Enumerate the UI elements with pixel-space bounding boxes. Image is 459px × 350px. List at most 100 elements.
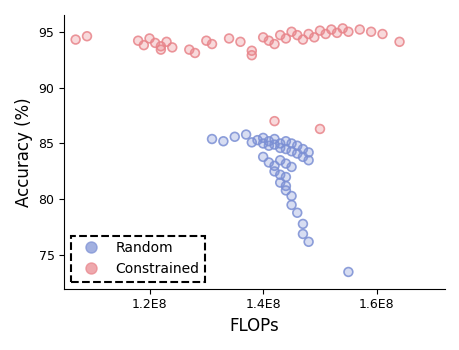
Point [282, 139, 289, 144]
Point [247, 48, 255, 54]
Point [299, 146, 306, 152]
Point [83, 34, 90, 39]
Point [242, 132, 249, 137]
Point [316, 126, 323, 132]
Point [293, 143, 300, 148]
Point [208, 136, 215, 142]
Point [162, 39, 170, 44]
Point [355, 27, 363, 32]
Point [299, 231, 306, 237]
Legend: Random, Constrained: Random, Constrained [71, 236, 205, 282]
Point [282, 36, 289, 41]
Point [287, 148, 295, 154]
Point [134, 38, 141, 43]
Point [299, 37, 306, 42]
Point [202, 38, 210, 43]
Point [276, 145, 283, 151]
Point [151, 40, 158, 46]
Point [242, 132, 249, 137]
Point [146, 36, 153, 41]
Point [157, 47, 164, 52]
Point [270, 41, 278, 47]
Point [395, 39, 403, 44]
Point [276, 32, 283, 38]
Point [293, 32, 300, 38]
Point [270, 163, 278, 169]
Point [259, 141, 266, 146]
Point [310, 35, 317, 40]
Point [299, 221, 306, 227]
Point [299, 146, 306, 152]
Point [287, 193, 295, 199]
Point [367, 29, 374, 35]
Point [225, 36, 232, 41]
Point [264, 143, 272, 148]
Point [282, 161, 289, 166]
Point [208, 41, 215, 47]
Point [185, 47, 193, 52]
Point [146, 36, 153, 41]
Point [287, 141, 295, 146]
Point [304, 239, 312, 245]
Point [270, 163, 278, 169]
Point [344, 269, 351, 275]
Point [259, 135, 266, 141]
Point [293, 151, 300, 156]
Point [276, 145, 283, 151]
Point [321, 31, 329, 37]
Point [304, 158, 312, 163]
Point [270, 118, 278, 124]
Point [327, 27, 334, 32]
Point [83, 34, 90, 39]
Point [219, 139, 227, 144]
Point [253, 137, 261, 143]
Point [270, 136, 278, 142]
Point [299, 221, 306, 227]
Point [282, 161, 289, 166]
Point [134, 38, 141, 43]
Point [299, 154, 306, 160]
Point [259, 35, 266, 40]
Point [157, 43, 164, 49]
Point [378, 31, 386, 37]
Point [299, 231, 306, 237]
Point [304, 31, 312, 37]
Point [259, 154, 266, 160]
Point [236, 39, 244, 44]
Point [282, 174, 289, 180]
Point [287, 202, 295, 208]
Point [282, 139, 289, 144]
Point [225, 36, 232, 41]
Point [282, 146, 289, 152]
Point [270, 136, 278, 142]
Point [270, 169, 278, 174]
Point [287, 148, 295, 154]
Point [293, 32, 300, 38]
Point [287, 164, 295, 170]
Point [293, 151, 300, 156]
Point [185, 47, 193, 52]
Point [247, 52, 255, 58]
Point [287, 193, 295, 199]
Point [264, 139, 272, 144]
Point [293, 210, 300, 216]
Point [253, 137, 261, 143]
Point [333, 30, 340, 36]
X-axis label: FLOPs: FLOPs [229, 317, 279, 335]
Point [287, 29, 295, 35]
Point [282, 183, 289, 189]
Point [191, 50, 198, 56]
Point [304, 149, 312, 155]
Point [157, 43, 164, 49]
Point [316, 28, 323, 34]
Point [367, 29, 374, 35]
Point [276, 180, 283, 186]
Point [140, 42, 147, 48]
Point [191, 50, 198, 56]
Point [202, 38, 210, 43]
Y-axis label: Accuracy (%): Accuracy (%) [15, 97, 33, 206]
Point [276, 141, 283, 146]
Point [395, 39, 403, 44]
Point [230, 134, 238, 140]
Point [344, 29, 351, 35]
